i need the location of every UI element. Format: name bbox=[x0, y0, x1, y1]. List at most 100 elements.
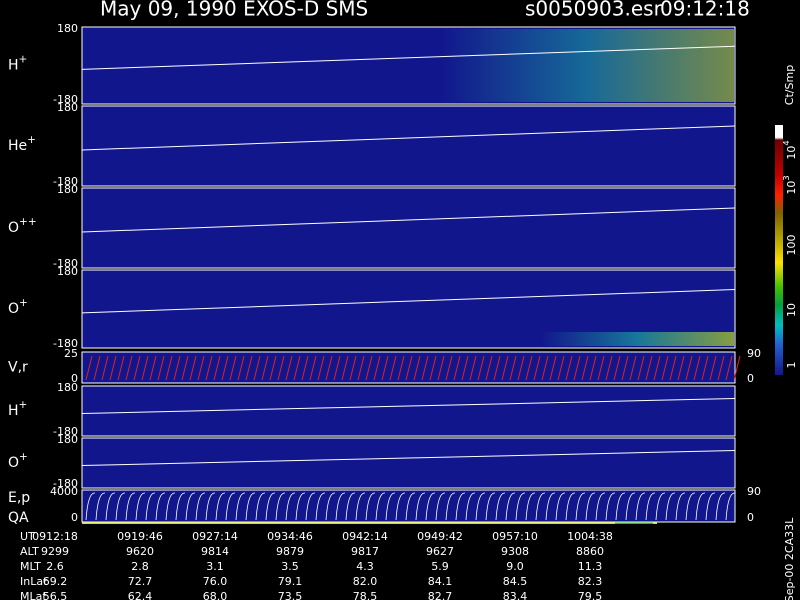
y2-tick-label: 0 bbox=[747, 372, 754, 385]
velocity-trace bbox=[717, 355, 725, 381]
table-cell: 1004:38 bbox=[567, 530, 613, 543]
velocity-trace bbox=[669, 355, 677, 381]
energy-trace bbox=[685, 492, 696, 521]
velocity-trace bbox=[461, 355, 469, 381]
time: 09:12:18 bbox=[660, 0, 750, 21]
footer-id: Sep-00 2CA33L bbox=[783, 517, 796, 600]
energy-trace bbox=[465, 492, 476, 521]
energy-trace bbox=[545, 492, 556, 521]
velocity-trace bbox=[645, 355, 653, 381]
panel-label-base: O bbox=[8, 455, 19, 471]
velocity-trace bbox=[261, 355, 269, 381]
energy-trace bbox=[295, 492, 306, 521]
table-cell: 9308 bbox=[501, 545, 529, 558]
panel-label-2: QA bbox=[8, 510, 29, 526]
table-cell: 9814 bbox=[201, 545, 229, 558]
energy-trace bbox=[355, 492, 366, 521]
velocity-trace bbox=[485, 355, 493, 381]
energy-trace bbox=[255, 492, 266, 521]
energy-trace bbox=[365, 492, 376, 521]
velocity-trace bbox=[453, 355, 461, 381]
table-cell: 76.0 bbox=[203, 575, 228, 588]
title: May 09, 1990 EXOS-D SMS bbox=[100, 0, 368, 21]
panel-label: H+ bbox=[8, 399, 27, 419]
energy-trace bbox=[615, 492, 626, 521]
velocity-trace bbox=[445, 355, 453, 381]
energy-trace bbox=[415, 492, 426, 521]
panel-label: E,p bbox=[8, 490, 30, 506]
energy-trace bbox=[285, 492, 296, 521]
velocity-trace bbox=[357, 355, 365, 381]
energy-trace bbox=[385, 492, 396, 521]
velocity-trace bbox=[517, 355, 525, 381]
y2-tick-label: 90 bbox=[747, 347, 761, 360]
velocity-trace bbox=[725, 355, 733, 381]
velocity-trace bbox=[397, 355, 405, 381]
pitch-line bbox=[81, 207, 736, 233]
table-cell: 5.9 bbox=[431, 560, 449, 573]
y-tick-label: 180 bbox=[57, 183, 78, 196]
velocity-trace bbox=[565, 355, 573, 381]
energy-trace bbox=[105, 492, 116, 521]
pitch-line bbox=[81, 289, 736, 314]
panel-label-base: He bbox=[8, 138, 27, 154]
panel-label-base: O bbox=[8, 301, 19, 317]
energy-trace bbox=[495, 492, 506, 521]
table-cell: 68.0 bbox=[203, 590, 228, 600]
y-tick-label: -180 bbox=[53, 337, 78, 350]
energy-trace bbox=[475, 492, 486, 521]
colorbar-tick-label-base: 10 bbox=[785, 146, 798, 160]
table-cell: 73.5 bbox=[278, 590, 303, 600]
velocity-trace bbox=[149, 355, 157, 381]
velocity-trace bbox=[685, 355, 693, 381]
velocity-trace bbox=[85, 355, 93, 381]
velocity-trace bbox=[349, 355, 357, 381]
colorbar-tick-label-base: 1 bbox=[785, 362, 798, 369]
velocity-trace bbox=[205, 355, 213, 381]
panel-label-sup: + bbox=[19, 54, 28, 66]
energy-trace bbox=[425, 492, 436, 521]
velocity-trace bbox=[509, 355, 517, 381]
table-cell: 9620 bbox=[126, 545, 154, 558]
velocity-trace bbox=[373, 355, 381, 381]
table-cell: 0927:14 bbox=[192, 530, 238, 543]
velocity-trace bbox=[269, 355, 277, 381]
energy-trace bbox=[145, 492, 156, 521]
table-cell: 0949:42 bbox=[417, 530, 463, 543]
energy-trace bbox=[375, 492, 386, 521]
panel-label-base: E,p bbox=[8, 490, 30, 506]
y-tick-label: -180 bbox=[53, 257, 78, 270]
energy-trace bbox=[175, 492, 186, 521]
table-cell: 62.4 bbox=[128, 590, 153, 600]
table-cell: 0934:46 bbox=[267, 530, 313, 543]
velocity-trace bbox=[237, 355, 245, 381]
panel-label-base: H bbox=[8, 58, 19, 74]
velocity-trace bbox=[613, 355, 621, 381]
panel-label-base: V,r bbox=[8, 360, 28, 376]
y-tick-label: 180 bbox=[57, 22, 78, 35]
velocity-trace bbox=[365, 355, 373, 381]
table-cell: 9.0 bbox=[506, 560, 524, 573]
energy-trace bbox=[275, 492, 286, 521]
table-cell: 9817 bbox=[351, 545, 379, 558]
pitch-line bbox=[81, 450, 736, 466]
energy-trace bbox=[195, 492, 206, 521]
velocity-trace bbox=[181, 355, 189, 381]
energy-trace bbox=[585, 492, 596, 521]
velocity-trace bbox=[421, 355, 429, 381]
colorbar-unit: Ct/Smp bbox=[783, 65, 796, 105]
panel-label-base: H bbox=[8, 403, 19, 419]
table-cell: 82.0 bbox=[353, 575, 378, 588]
energy-trace bbox=[165, 492, 176, 521]
velocity-trace bbox=[405, 355, 413, 381]
colorbar-tick-label-base: 10 bbox=[785, 181, 798, 195]
panel-label: O+ bbox=[8, 297, 28, 317]
y2-tick-label: 0 bbox=[747, 511, 754, 524]
energy-trace bbox=[695, 492, 706, 521]
velocity-trace bbox=[157, 355, 165, 381]
velocity-trace bbox=[165, 355, 173, 381]
table-cell: 3.1 bbox=[206, 560, 224, 573]
energy-trace bbox=[525, 492, 536, 521]
y2-tick-label: 90 bbox=[747, 485, 761, 498]
